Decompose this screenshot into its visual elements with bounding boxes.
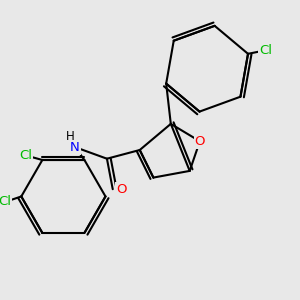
Text: Cl: Cl	[0, 195, 11, 208]
Text: O: O	[116, 183, 127, 196]
Text: Cl: Cl	[259, 44, 272, 57]
Text: N: N	[70, 141, 80, 154]
Text: Cl: Cl	[19, 149, 32, 162]
Text: O: O	[195, 135, 205, 148]
Text: H: H	[66, 130, 75, 143]
